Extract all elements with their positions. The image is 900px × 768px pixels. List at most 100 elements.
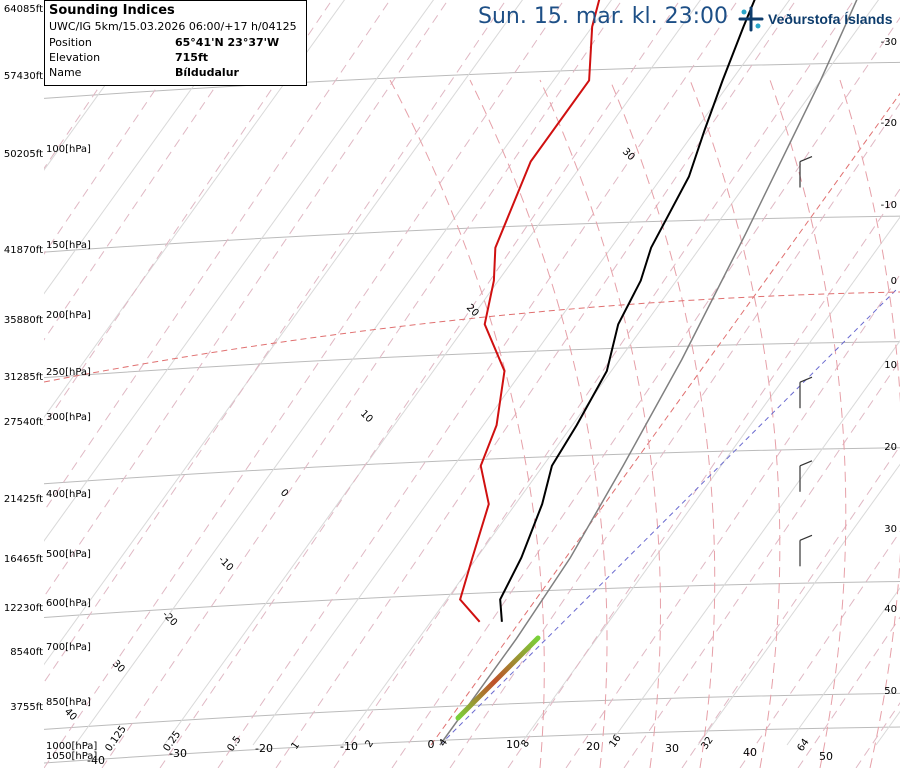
curve-label: 0: [278, 487, 290, 499]
agency-logo: Veðurstofa Íslands: [738, 6, 892, 32]
curve-label: -10: [216, 554, 235, 573]
moist-adiabat-line: [469, 79, 608, 768]
isotherm-line: [252, 0, 791, 746]
pressure-label: 1000[hPa]: [46, 741, 97, 752]
pressure-label: 700[hPa]: [46, 642, 91, 653]
station-value: Bíldudalur: [175, 66, 239, 79]
dry-adiabat-line: [44, 0, 391, 512]
dry-adiabat-line: [159, 0, 681, 768]
mixing-ratio-label: 32: [699, 735, 715, 752]
altitude-label: 21425ft: [4, 494, 43, 505]
isobar-line: [44, 341, 900, 379]
dry-adiabat-line: [44, 0, 217, 255]
elevation-label: Elevation: [49, 51, 101, 64]
lifted-parcel-segment: [455, 635, 541, 721]
dry-adiabat-line: [797, 616, 900, 768]
mixing-ratio-line: [439, 289, 897, 746]
station-label: Name: [49, 66, 82, 79]
dry-adiabat-line: [855, 702, 900, 768]
snowflake-logo-icon: [738, 6, 764, 32]
isotherm-line: [163, 0, 702, 746]
isotherm-line: [697, 463, 900, 746]
moist-adiabat-line: [539, 79, 661, 768]
isotherm-line: [44, 0, 257, 295]
mixing-ratio-label: 16: [607, 733, 623, 750]
dry-adiabat-line: [44, 0, 565, 768]
logo-text: Veðurstofa Íslands: [768, 11, 893, 27]
pressure-label: 500[hPa]: [46, 549, 91, 560]
dry-adiabat-line: [44, 0, 159, 170]
pressure-label: 400[hPa]: [46, 489, 91, 500]
isotherm-line: [0, 0, 900, 745]
isotherm-line: [430, 92, 900, 746]
isotherm-line: [875, 710, 900, 746]
pressure-label: 250[hPa]: [46, 367, 91, 378]
bottom-temperature-label: 0: [428, 738, 435, 751]
curve-label: 40: [62, 706, 79, 723]
bottom-temperature-label: -40: [87, 754, 105, 767]
right-temperature-tick: 40: [884, 604, 897, 615]
bottom-temperature-label: 50: [819, 750, 833, 763]
wind-barb-flag: [799, 534, 813, 541]
wind-barb-flag: [799, 155, 813, 163]
altitude-label: 16465ft: [4, 554, 43, 565]
right-temperature-tick: 30: [884, 524, 897, 535]
altitude-label: 41870ft: [4, 245, 43, 256]
temperature-line: [459, 0, 601, 623]
parcel-line: [439, 0, 858, 746]
mixing-ratio-label: 0.125: [103, 724, 128, 754]
position-label: Position: [49, 36, 92, 49]
dry-adiabat-line: [101, 0, 623, 768]
pressure-label: 100[hPa]: [46, 144, 91, 155]
run-info: UWC/IG 5km/15.03.2026 06:00/+17 h/04125: [49, 20, 297, 33]
bottom-temperature-label: 10: [506, 738, 520, 751]
indices-row: Name Bíldudalur: [49, 65, 302, 80]
pressure-label: 600[hPa]: [46, 598, 91, 609]
isobar-line: [44, 61, 900, 99]
wind-barb-flag: [799, 460, 813, 467]
right-temperature-tick: -20: [881, 118, 897, 129]
moist-adiabat-line: [609, 79, 716, 768]
dry-adiabat-line: [275, 0, 797, 768]
isotherm-line: [44, 0, 524, 666]
isobar-line: [44, 580, 900, 618]
sounding-indices-box: Sounding Indices UWC/IG 5km/15.03.2026 0…: [44, 0, 307, 86]
altitude-label: 64085ft: [4, 4, 43, 15]
dry-adiabat-line: [44, 0, 449, 598]
label-layer: 64085ft 57430ft 50205ft 100[hPa] 41870ft 150[…: [4, 4, 897, 767]
position-value: 65°41'N 23°37'W: [175, 36, 280, 49]
dry-adiabat-line: [507, 188, 900, 768]
curve-label: -20: [160, 609, 179, 628]
bottom-temperature-label: -20: [255, 742, 273, 755]
pressure-label: 850[hPa]: [46, 697, 91, 708]
pressure-label: 300[hPa]: [46, 412, 91, 423]
bottom-temperature-label: 40: [743, 746, 757, 759]
dry-adiabat-line: [391, 16, 900, 768]
right-temperature-tick: 50: [884, 686, 897, 697]
isobar-line: [44, 447, 900, 485]
altitude-label: 57430ft: [4, 71, 43, 82]
right-temperature-tick: 10: [884, 360, 897, 371]
indices-heading: Sounding Indices: [49, 3, 175, 18]
pressure-label: 150[hPa]: [46, 240, 91, 251]
curve-label: 30: [110, 658, 127, 675]
dewpoint_trace-line: [499, 0, 756, 622]
bottom-temperature-label: -30: [169, 747, 187, 760]
wind-barb-flag: [799, 376, 813, 383]
mixing-ratio-label: 2: [363, 738, 376, 750]
isotherm-line: [608, 339, 900, 746]
dry-adiabat-line: [565, 273, 900, 768]
pressure-label: 1050[hPa]: [46, 751, 97, 762]
mixing-ratio-label: 8: [519, 738, 532, 750]
isotherm-line: [74, 0, 613, 746]
isotherm-line: [341, 0, 880, 746]
right-temperature-tick: -10: [881, 200, 897, 211]
bottom-temperature-label: 20: [586, 740, 600, 753]
moist-adiabat-line: [769, 79, 847, 768]
moist-adiabat-line: [839, 79, 900, 768]
isobar-line: [44, 692, 900, 730]
dry-adiabat-line: [44, 0, 275, 341]
right-temperature-tick: 20: [884, 442, 897, 453]
isobar-line: [44, 726, 900, 764]
